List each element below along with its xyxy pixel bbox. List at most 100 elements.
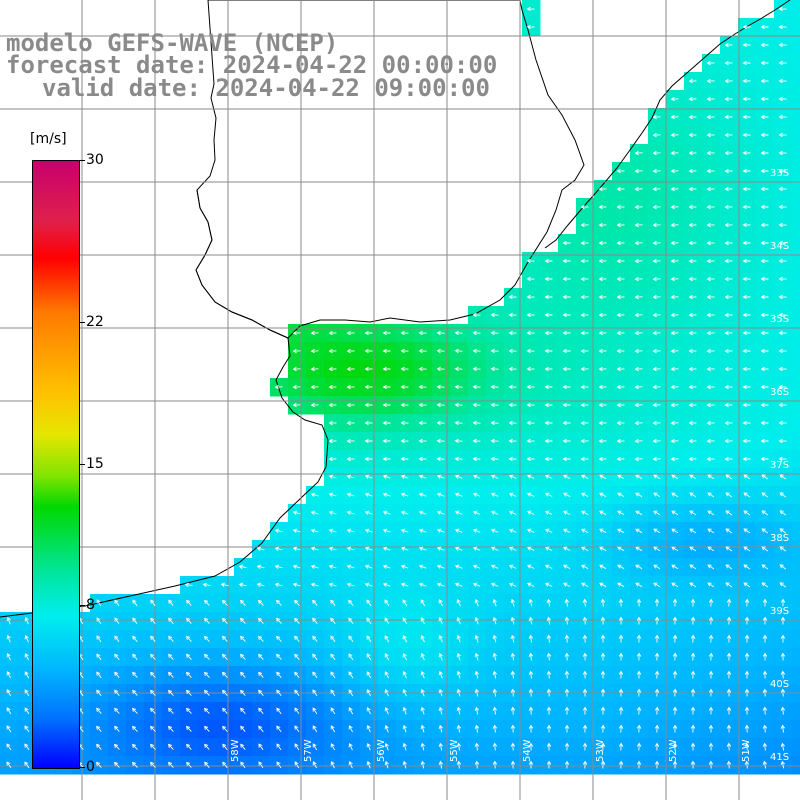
wind-arrow	[618, 760, 624, 769]
wind-arrow	[420, 724, 425, 733]
wind-arrow	[508, 348, 517, 354]
wind-arrow	[310, 402, 319, 408]
wind-arrow	[168, 653, 174, 660]
wind-arrow	[653, 474, 661, 480]
wind-arrow	[366, 599, 372, 607]
wind-arrow	[707, 492, 715, 498]
wind-arrow	[616, 168, 625, 174]
wind-speed-cell	[792, 144, 800, 163]
wind-arrow	[528, 724, 534, 733]
wind-arrow	[418, 510, 427, 515]
forecast-date: forecast date: 2024-04-22 00:00:00	[6, 51, 498, 79]
wind-arrow	[382, 510, 391, 515]
wind-arrow	[690, 742, 696, 751]
wind-arrow	[760, 204, 769, 210]
wind-arrow	[168, 725, 174, 732]
wind-arrow	[474, 616, 479, 625]
wind-arrow	[473, 564, 481, 569]
wind-arrow	[328, 546, 337, 551]
wind-arrow	[240, 761, 246, 769]
wind-arrow	[652, 366, 661, 372]
wind-arrow	[382, 420, 391, 426]
wind-arrow	[634, 384, 643, 390]
wind-arrow	[652, 240, 661, 246]
wind-arrow	[760, 132, 769, 138]
wind-arrow	[688, 78, 697, 84]
wind-arrow	[564, 742, 570, 751]
wind-arrow	[454, 528, 463, 533]
wind-arrow	[384, 689, 389, 697]
wind-arrow	[312, 725, 318, 733]
wind-arrow	[706, 150, 715, 156]
wind-arrow	[670, 96, 679, 102]
wind-arrow	[491, 510, 499, 515]
wind-arrow	[474, 724, 480, 733]
wind-arrow	[312, 707, 318, 715]
wind-arrow	[364, 474, 373, 479]
wind-arrow	[96, 761, 102, 768]
wind-arrow	[420, 635, 425, 643]
wind-arrow	[653, 510, 661, 516]
wind-arrow	[761, 474, 769, 480]
wind-arrow	[762, 724, 768, 733]
wind-arrow	[580, 294, 589, 300]
wind-arrow	[222, 617, 228, 624]
wind-arrow	[114, 761, 120, 768]
wind-arrow	[132, 599, 138, 607]
wind-arrow	[348, 743, 353, 751]
wind-arrow	[544, 276, 553, 282]
wind-arrow	[689, 474, 697, 480]
wind-arrow	[491, 582, 499, 587]
wind-speed-cell	[792, 252, 800, 271]
wind-arrow	[778, 60, 787, 66]
wind-arrow	[400, 438, 409, 444]
wind-arrow	[456, 634, 461, 643]
wind-arrow	[653, 564, 661, 570]
wind-arrow	[634, 348, 643, 354]
wind-speed-cell	[792, 738, 800, 757]
wind-arrow	[474, 652, 479, 661]
wind-arrow	[688, 114, 697, 120]
wind-arrow	[382, 546, 391, 551]
wind-arrow	[330, 743, 335, 751]
wind-arrow	[778, 222, 787, 228]
wind-arrow	[546, 688, 552, 697]
wind-arrow	[580, 402, 589, 408]
wind-arrow	[582, 616, 588, 625]
wind-arrow	[168, 599, 174, 606]
colorbar-tick-label: 8	[86, 597, 95, 614]
wind-arrow	[492, 670, 498, 679]
wind-arrow	[652, 456, 661, 462]
wind-arrow	[6, 671, 11, 679]
wind-arrow	[274, 582, 283, 588]
wind-arrow	[473, 474, 481, 479]
wind-arrow	[474, 706, 480, 715]
wind-arrow	[581, 510, 589, 515]
wind-arrow	[670, 384, 679, 390]
wind-arrow	[186, 617, 192, 624]
wind-arrow	[348, 707, 354, 715]
wind-arrow	[779, 528, 787, 534]
wind-arrow	[364, 510, 373, 515]
wind-arrow	[760, 96, 769, 102]
wind-arrow	[310, 492, 319, 497]
wind-arrow	[778, 150, 787, 156]
wind-arrow	[294, 725, 300, 733]
wind-arrow	[580, 366, 589, 372]
wind-arrow	[436, 564, 445, 569]
wind-arrow	[204, 617, 210, 624]
wind-arrow	[688, 456, 697, 462]
wind-arrow	[653, 492, 661, 498]
wind-arrow	[582, 706, 588, 715]
wind-arrow	[580, 384, 589, 390]
wind-arrow	[652, 330, 661, 336]
wind-arrow	[346, 438, 355, 444]
wind-arrow	[598, 312, 607, 318]
wind-arrow	[114, 635, 120, 643]
wind-arrow	[382, 348, 391, 354]
wind-arrow	[382, 456, 391, 462]
wind-arrow	[617, 546, 625, 552]
wind-arrow	[670, 348, 679, 354]
wind-arrow	[186, 599, 192, 606]
wind-arrow	[617, 582, 625, 588]
